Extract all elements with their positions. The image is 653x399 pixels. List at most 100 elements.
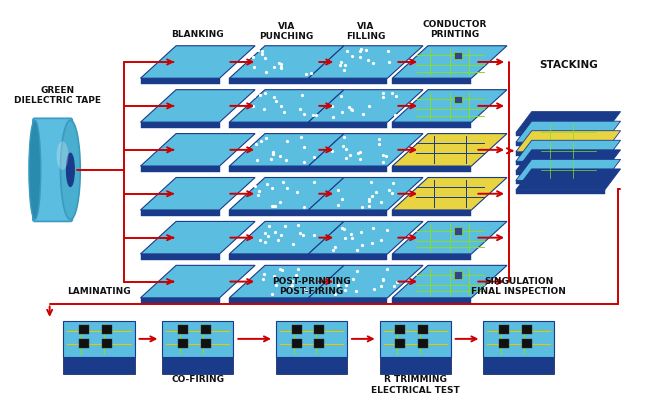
Text: VIA
FILLING: VIA FILLING xyxy=(346,22,385,41)
Polygon shape xyxy=(395,324,406,334)
Polygon shape xyxy=(516,159,620,180)
Polygon shape xyxy=(395,339,406,348)
Polygon shape xyxy=(392,298,471,304)
Polygon shape xyxy=(63,321,135,357)
Polygon shape xyxy=(516,161,605,165)
Polygon shape xyxy=(140,134,255,166)
Polygon shape xyxy=(516,131,620,152)
Polygon shape xyxy=(292,339,302,348)
Polygon shape xyxy=(454,271,462,279)
Polygon shape xyxy=(516,169,620,190)
Polygon shape xyxy=(229,134,344,166)
Polygon shape xyxy=(483,357,554,374)
Polygon shape xyxy=(379,321,451,357)
Polygon shape xyxy=(454,227,462,235)
Text: BLANKING: BLANKING xyxy=(172,30,224,39)
Polygon shape xyxy=(516,142,605,146)
Polygon shape xyxy=(522,339,532,348)
Polygon shape xyxy=(392,78,471,84)
Ellipse shape xyxy=(61,120,80,219)
Polygon shape xyxy=(229,298,308,304)
Polygon shape xyxy=(392,254,471,260)
Polygon shape xyxy=(292,324,302,334)
Polygon shape xyxy=(308,134,423,166)
Polygon shape xyxy=(229,254,308,260)
Polygon shape xyxy=(516,180,605,184)
Polygon shape xyxy=(308,298,387,304)
Text: VIA
PUNCHING: VIA PUNCHING xyxy=(260,22,314,41)
Polygon shape xyxy=(499,324,509,334)
Polygon shape xyxy=(229,265,344,298)
Polygon shape xyxy=(392,265,507,298)
Polygon shape xyxy=(229,46,344,78)
Text: SINGULATION
FINAL INSPECTION: SINGULATION FINAL INSPECTION xyxy=(471,277,566,296)
Polygon shape xyxy=(308,166,387,172)
Polygon shape xyxy=(102,324,112,334)
Polygon shape xyxy=(392,134,507,166)
Polygon shape xyxy=(140,265,255,298)
Ellipse shape xyxy=(57,141,69,170)
Polygon shape xyxy=(140,210,219,216)
Polygon shape xyxy=(162,357,233,374)
Polygon shape xyxy=(454,51,462,59)
Polygon shape xyxy=(308,265,423,298)
Polygon shape xyxy=(140,298,219,304)
Polygon shape xyxy=(454,96,462,103)
Polygon shape xyxy=(516,152,605,156)
Polygon shape xyxy=(392,90,507,122)
Polygon shape xyxy=(200,324,211,334)
Polygon shape xyxy=(229,78,308,84)
Polygon shape xyxy=(483,321,554,357)
Polygon shape xyxy=(499,339,509,348)
Polygon shape xyxy=(392,122,471,128)
Polygon shape xyxy=(516,112,620,132)
Polygon shape xyxy=(178,324,188,334)
Polygon shape xyxy=(392,178,507,210)
Polygon shape xyxy=(308,254,387,260)
Polygon shape xyxy=(516,190,605,194)
Polygon shape xyxy=(516,140,620,161)
Polygon shape xyxy=(516,150,620,171)
Polygon shape xyxy=(140,90,255,122)
Text: GREEN
DIELECTRIC TAPE: GREEN DIELECTRIC TAPE xyxy=(14,85,101,105)
Polygon shape xyxy=(229,178,344,210)
Text: STACKING: STACKING xyxy=(539,59,597,69)
Polygon shape xyxy=(140,46,255,78)
Polygon shape xyxy=(516,121,620,142)
Polygon shape xyxy=(140,166,219,172)
Ellipse shape xyxy=(29,120,40,219)
Polygon shape xyxy=(392,221,507,254)
Polygon shape xyxy=(314,324,325,334)
Polygon shape xyxy=(418,324,428,334)
Polygon shape xyxy=(392,210,471,216)
Polygon shape xyxy=(308,210,387,216)
Polygon shape xyxy=(162,321,233,357)
Ellipse shape xyxy=(67,153,74,187)
Text: R TRIMMING
ELECTRICAL TEST: R TRIMMING ELECTRICAL TEST xyxy=(371,375,460,395)
Polygon shape xyxy=(200,339,211,348)
Polygon shape xyxy=(229,90,344,122)
Polygon shape xyxy=(276,357,347,374)
Polygon shape xyxy=(140,78,219,84)
Polygon shape xyxy=(392,166,471,172)
Polygon shape xyxy=(308,122,387,128)
Polygon shape xyxy=(79,324,89,334)
Polygon shape xyxy=(178,339,188,348)
Text: CONDUCTOR
PRINTING: CONDUCTOR PRINTING xyxy=(422,20,487,40)
Polygon shape xyxy=(140,254,219,260)
Polygon shape xyxy=(276,321,347,357)
Polygon shape xyxy=(63,357,135,374)
Polygon shape xyxy=(522,324,532,334)
Polygon shape xyxy=(379,357,451,374)
Polygon shape xyxy=(140,178,255,210)
Polygon shape xyxy=(229,210,308,216)
Polygon shape xyxy=(516,171,605,175)
Polygon shape xyxy=(392,46,507,78)
Polygon shape xyxy=(308,46,423,78)
Polygon shape xyxy=(308,90,423,122)
Polygon shape xyxy=(308,78,387,84)
Text: LAMINATING: LAMINATING xyxy=(67,287,131,296)
Polygon shape xyxy=(140,122,219,128)
Text: POST-PRINTING
POST-FIRING: POST-PRINTING POST-FIRING xyxy=(272,277,351,296)
Polygon shape xyxy=(79,339,89,348)
